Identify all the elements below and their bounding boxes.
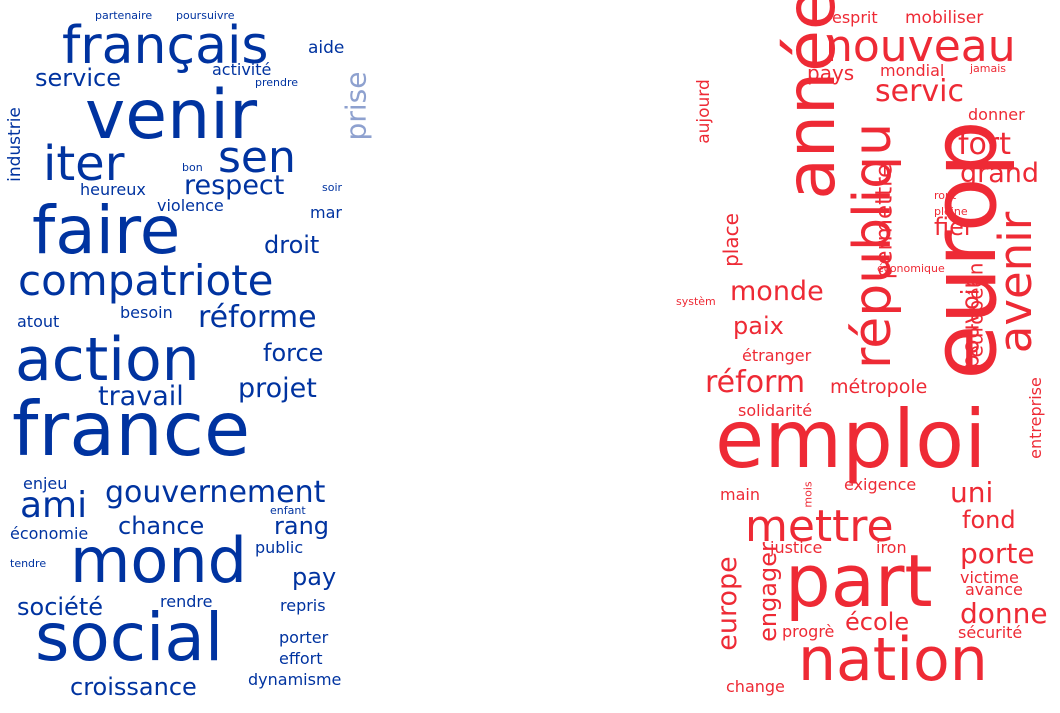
left-cloud-word: iter [43,136,125,192]
right-cloud-word: étranger [742,346,812,365]
left-cloud-word: force [263,339,324,367]
right-cloud-word: année [771,0,851,200]
left-cloud-word: besoin [120,303,173,322]
word-cloud-right: esprit mobiliser nouveau année aujourd pays mo… [676,0,1060,713]
right-cloud-word: jamais [970,62,1007,75]
left-cloud-word: bon [182,161,203,174]
left-cloud-word: service [35,64,121,92]
right-cloud-word: part [785,539,933,623]
left-cloud-word: porter [279,628,329,647]
left-cloud-word: effort [279,649,323,668]
right-cloud-word: nation [798,625,988,695]
right-cloud-word: rout [934,189,957,202]
right-cloud-word: change [726,677,785,696]
left-cloud-word: soir [322,181,343,194]
left-cloud-word: partenaire [95,9,153,22]
right-cloud-word: école [845,608,910,636]
left-cloud-word: droit [264,231,320,259]
right-cloud-word: systèm [676,295,716,308]
left-cloud-word: mond [70,524,247,597]
left-cloud-word: projet [238,373,317,404]
right-cloud-word: justice [770,538,823,557]
right-cloud-word: réform [705,365,806,400]
right-cloud-word: porte [960,537,1035,570]
right-cloud-word: progrè [782,622,835,641]
right-cloud-word: solidarité [738,401,813,420]
right-cloud-word: paix [733,312,784,340]
right-cloud-word: fond [962,506,1016,534]
right-cloud-word: iron [876,538,907,557]
right-cloud-word: aujourd [693,79,714,144]
left-cloud-word: rendre [160,592,213,611]
right-cloud-word: nouveau [825,21,1016,72]
left-cloud-word: prise [339,71,373,141]
right-cloud-word: esprit [832,8,878,27]
left-cloud-word: réforme [198,300,317,335]
left-cloud-word: industrie [4,107,25,182]
left-cloud-word: société [17,593,103,621]
right-cloud-word: engager [753,542,782,642]
right-cloud-word: fier [934,213,974,241]
left-cloud-word: dynamisme [248,670,342,689]
right-cloud-word: donner [968,105,1025,124]
left-cloud-word: aide [308,38,345,58]
right-cloud-word: grand [960,158,1040,189]
left-cloud-word: croissance [70,673,197,701]
left-cloud-word: activité [212,60,272,79]
right-cloud-word: servic [875,74,965,109]
left-cloud-word: sen [218,132,296,183]
right-cloud-word: main [720,485,760,504]
right-cloud-word: donne [960,597,1048,630]
right-cloud-word: pleine [934,205,968,218]
left-cloud-word: poursuivre [176,9,235,22]
left-cloud-word: respect [184,170,285,201]
right-cloud-word: uni [950,476,994,509]
left-cloud-word: ami [20,485,88,526]
right-cloud-word: sécurité [958,623,1023,642]
left-cloud-word: venir [85,76,258,155]
left-cloud-word: prendre [255,76,299,89]
right-cloud-word: métropole [830,376,928,398]
left-cloud-word: repris [280,596,326,615]
right-cloud-word: mobiliser [905,8,984,28]
left-cloud-word: mar [310,203,342,222]
left-cloud-word: atout [17,312,60,331]
right-cloud-word: fort [958,127,1012,162]
right-cloud-word: pays [807,61,855,85]
right-cloud-word: place [718,213,743,267]
left-cloud-word: chance [118,512,205,540]
left-cloud-word: gouvernement [105,475,326,510]
right-cloud-word: avance [965,580,1023,599]
right-cloud-word: mondial [880,61,945,80]
left-cloud-word: faire [32,192,181,269]
left-cloud-word: travail [98,381,184,412]
left-cloud-word: france [12,385,251,473]
left-cloud-word: public [255,538,304,557]
left-cloud-word: pay [292,563,337,591]
left-cloud-word: social [35,599,224,676]
left-cloud-word: tendre [10,557,47,570]
right-cloud-word: exigence [844,475,917,494]
right-cloud-word: pouvoir [956,278,985,370]
right-cloud-word: emploi [715,393,987,486]
right-cloud-word: entreprise [1025,377,1045,459]
left-cloud-word: violence [157,196,224,215]
left-cloud-word: compatriote [18,256,274,305]
left-cloud-word: heureux [80,180,146,199]
left-cloud-word: action [15,325,200,395]
left-cloud-word: enjeu [23,474,68,493]
right-cloud-word: victime [960,568,1019,587]
left-cloud-word: rang [274,512,330,540]
right-cloud-word: économique [877,262,945,275]
left-cloud-word: français [62,16,269,76]
right-cloud-word: mettre [745,501,894,552]
right-cloud-word: monde [730,276,824,307]
right-cloud-word: europe [711,556,743,651]
word-cloud-left: partenaire poursuivre français aide activité… [0,0,373,713]
left-cloud-word: enfant [270,504,306,517]
left-cloud-word: économie [10,524,89,543]
